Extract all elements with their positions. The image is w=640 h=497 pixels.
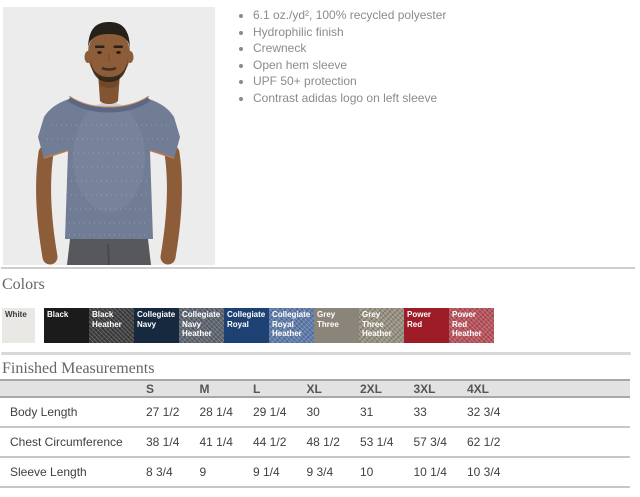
measurement-value: 10 bbox=[360, 465, 374, 479]
measurement-value: 29 1/4 bbox=[253, 405, 287, 419]
table-row-chest-circumference: Chest Circumference 38 1/4 41 1/4 44 1/2… bbox=[0, 428, 630, 458]
color-swatch-black-heather[interactable]: Black Heather bbox=[89, 308, 134, 343]
measurement-value: 41 1/4 bbox=[199, 435, 233, 449]
color-swatch-label: Power Red bbox=[407, 310, 432, 329]
feature-item: UPF 50+ protection bbox=[253, 73, 636, 90]
measurement-value: 38 1/4 bbox=[146, 435, 180, 449]
color-swatch-grey-three-heather[interactable]: Grey Three Heather bbox=[359, 308, 404, 343]
row-label: Chest Circumference bbox=[10, 435, 123, 449]
color-swatch-label: Collegiate Royal Heather bbox=[272, 310, 311, 338]
feature-item: Open hem sleeve bbox=[253, 57, 636, 74]
header-cell-size: S bbox=[146, 381, 155, 396]
feature-list: 6.1 oz./yd², 100% recycled polyester Hyd… bbox=[240, 7, 636, 107]
color-swatch-collegiate-royal[interactable]: Collegiate Royal bbox=[224, 308, 269, 343]
row-label: Body Length bbox=[10, 405, 78, 419]
measurements-header-row: S M L XL 2XL 3XL 4XL bbox=[0, 379, 630, 398]
feature-item: Contrast adidas logo on left sleeve bbox=[253, 90, 636, 107]
section-divider bbox=[1, 352, 631, 355]
table-row-body-length: Body Length 27 1/2 28 1/4 29 1/4 30 31 3… bbox=[0, 398, 630, 428]
beard bbox=[90, 57, 128, 82]
measurement-value: 9 3/4 bbox=[306, 465, 334, 479]
color-swatch-collegiate-royal-heather[interactable]: Collegiate Royal Heather bbox=[269, 308, 314, 343]
measurement-value: 48 1/2 bbox=[306, 435, 340, 449]
measurement-value: 33 bbox=[413, 405, 427, 419]
measurement-value: 57 3/4 bbox=[413, 435, 447, 449]
model-head bbox=[84, 22, 134, 104]
color-swatch-power-red-heather[interactable]: Power Red Heather bbox=[449, 308, 494, 343]
measurement-value: 53 1/4 bbox=[360, 435, 394, 449]
section-divider bbox=[1, 267, 635, 269]
color-swatch-power-red[interactable]: Power Red bbox=[404, 308, 449, 343]
measurement-value: 27 1/2 bbox=[146, 405, 180, 419]
color-swatch-white[interactable]: White bbox=[2, 308, 35, 343]
measurement-value: 9 bbox=[199, 465, 207, 479]
color-swatch-grey-three[interactable]: Grey Three bbox=[314, 308, 359, 343]
measurement-value: 30 bbox=[306, 405, 320, 419]
measurement-value: 62 1/2 bbox=[467, 435, 501, 449]
color-swatch-label: Power Red Heather bbox=[452, 310, 482, 338]
color-swatch-label: White bbox=[5, 310, 27, 319]
header-cell-size: M bbox=[199, 381, 210, 396]
hair bbox=[88, 22, 130, 51]
color-swatch-label: Black bbox=[47, 310, 69, 319]
header-cell-size: 3XL bbox=[413, 381, 436, 396]
measurements-table: S M L XL 2XL 3XL 4XL Body Length 27 1/2 … bbox=[0, 379, 630, 488]
product-photo bbox=[3, 7, 215, 266]
model-pants bbox=[67, 239, 151, 266]
measurement-value: 10 1/4 bbox=[413, 465, 447, 479]
finished-measurements-heading: Finished Measurements bbox=[2, 360, 155, 377]
color-swatch-label: Collegiate Royal bbox=[227, 310, 266, 329]
heather-texture bbox=[47, 124, 171, 236]
header-cell-size: 2XL bbox=[360, 381, 383, 396]
measurement-value: 44 1/2 bbox=[253, 435, 287, 449]
color-swatch-collegiate-navy-heather[interactable]: Collegiate Navy Heather bbox=[179, 308, 224, 343]
color-swatch-collegiate-navy[interactable]: Collegiate Navy bbox=[134, 308, 179, 343]
measurement-value: 9 1/4 bbox=[253, 465, 280, 479]
measurement-value: 31 bbox=[360, 405, 374, 419]
feature-item: 6.1 oz./yd², 100% recycled polyester bbox=[253, 7, 636, 24]
table-row-sleeve-length: Sleeve Length 8 3/4 9 9 1/4 9 3/4 10 10 … bbox=[0, 458, 630, 488]
tshirt bbox=[38, 95, 180, 239]
measurement-value: 10 3/4 bbox=[467, 465, 501, 479]
right-sleeve-stitch bbox=[149, 149, 175, 159]
color-swatch-label: Grey Three Heather bbox=[362, 310, 392, 338]
color-swatch-label: Black Heather bbox=[92, 310, 122, 329]
feature-item: Hydrophilic finish bbox=[253, 24, 636, 41]
row-label: Sleeve Length bbox=[10, 465, 87, 479]
colors-heading: Colors bbox=[2, 276, 45, 293]
feature-item: Crewneck bbox=[253, 40, 636, 57]
header-cell-size: L bbox=[253, 381, 261, 396]
measurement-value: 32 3/4 bbox=[467, 405, 501, 419]
color-swatch-label: Collegiate Navy bbox=[137, 310, 176, 329]
header-cell-size: XL bbox=[306, 381, 322, 396]
collar-contrast-stitch bbox=[68, 95, 150, 108]
left-sleeve-stitch bbox=[43, 149, 69, 159]
measurement-value: 8 3/4 bbox=[146, 465, 173, 479]
model-illustration bbox=[3, 7, 215, 266]
color-swatch-label: Grey Three bbox=[317, 310, 339, 329]
color-swatch-label: Collegiate Navy Heather bbox=[182, 310, 221, 338]
collar bbox=[67, 96, 151, 113]
color-swatch-black[interactable]: Black bbox=[44, 308, 89, 343]
model-arms bbox=[35, 145, 183, 265]
color-swatch-row: White Black Black Heather Collegiate Nav… bbox=[2, 308, 494, 343]
header-cell-size: 4XL bbox=[467, 381, 490, 396]
measurement-value: 28 1/4 bbox=[199, 405, 233, 419]
